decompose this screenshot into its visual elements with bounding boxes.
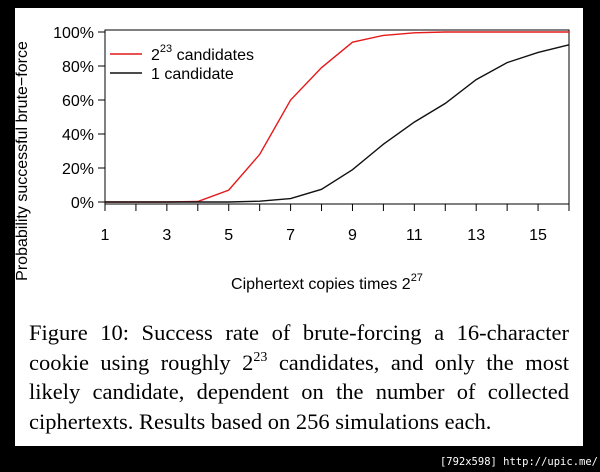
series-layer (105, 31, 570, 203)
caption-text-2: candidates, and only the most likely can… (29, 349, 569, 434)
x-tick-label: 1 (101, 227, 110, 244)
x-tick-label: 9 (348, 227, 357, 244)
y-tick-label: 100% (53, 25, 94, 42)
x-tick-label: 15 (529, 227, 547, 244)
x-tick-label: 13 (467, 227, 485, 244)
image-credit: [792x598] http://upic.me/ (439, 456, 598, 468)
x-axis-label: Ciphertext copies times 227 (231, 272, 423, 293)
y-tick-label: 80% (62, 59, 94, 76)
y-tick-label: 60% (62, 93, 94, 110)
x-tick-label: 3 (162, 227, 171, 244)
y-tick-label: 20% (62, 161, 94, 178)
legend-label: 223 candidates (151, 43, 254, 64)
axis-labels: 1 3 5 7 9 11 13 150%20%40%60%80%100%Ciphertext … (15, 25, 547, 293)
x-tick-label: 11 (406, 227, 423, 244)
caption-superscript: 23 (253, 349, 268, 365)
x-tick-label: 5 (224, 227, 233, 244)
y-tick-label: 0% (71, 195, 94, 212)
x-tick-label: 7 (286, 227, 295, 244)
axes (98, 29, 570, 211)
caption-text-1: Success rate of brute-forcing a 16-chara… (29, 320, 569, 375)
figure-panel: 223 candidates 1 candidate 1 3 5 7 9 11 13 15 0% 2… (15, 8, 583, 446)
y-axis-label: Probability successful brute−force (15, 41, 31, 281)
figure-label: Figure 10: (29, 320, 130, 345)
figure-caption: Figure 10: Success rate of brute-forcing… (29, 318, 569, 436)
y-tick-label: 40% (62, 127, 94, 144)
legend: 223 candidates 1 candidate (110, 43, 254, 83)
plot-frame (104, 29, 570, 205)
legend-label: 1 candidate (151, 66, 234, 83)
series-line (105, 44, 570, 203)
